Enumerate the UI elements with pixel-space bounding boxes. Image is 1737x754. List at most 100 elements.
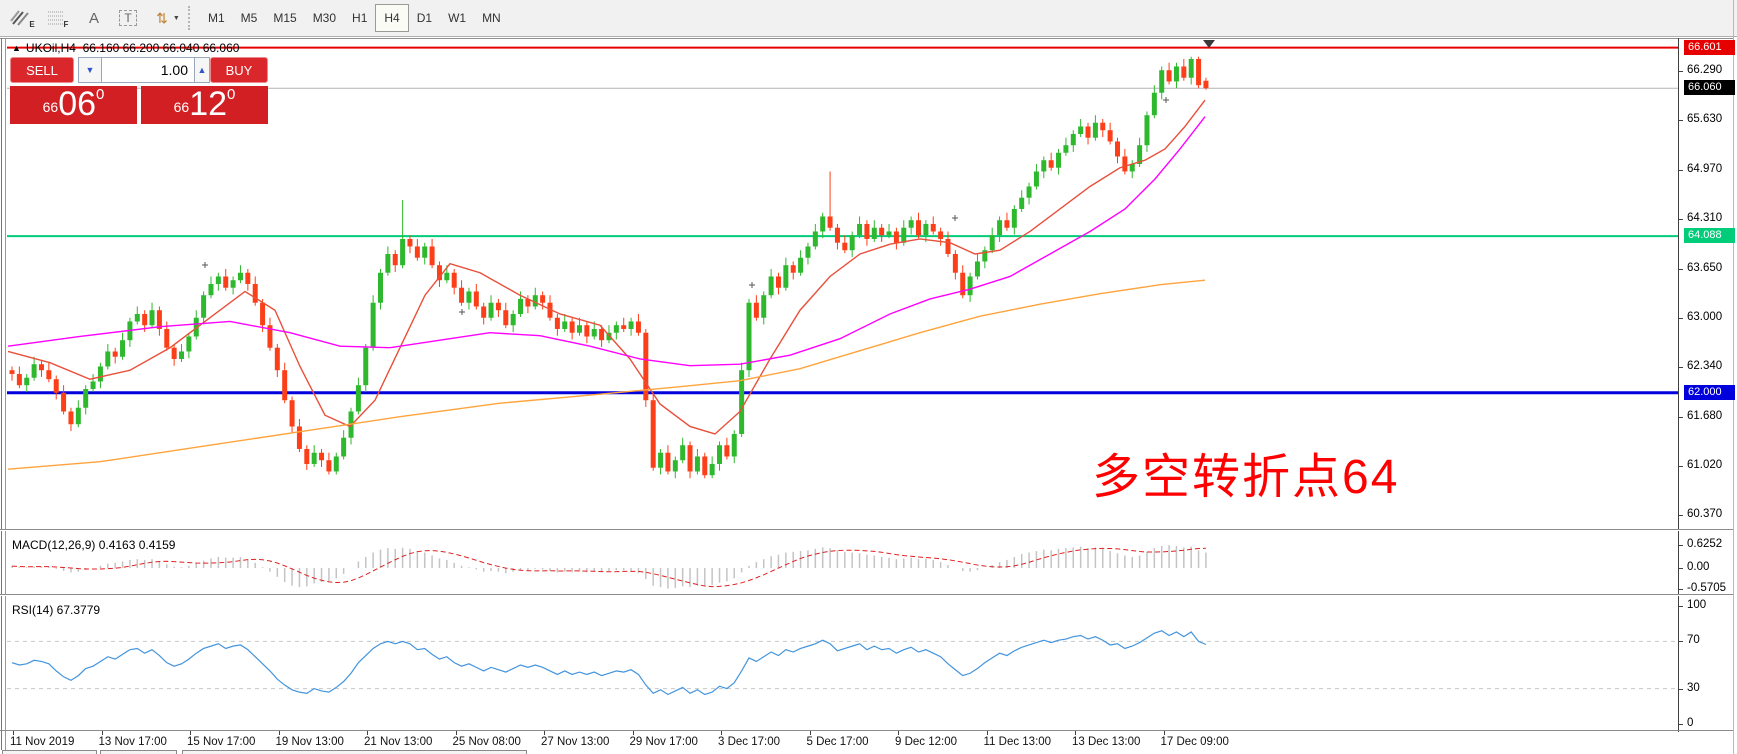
grid-icon-button[interactable]: F — [44, 5, 72, 31]
macd-panel-separator-light — [0, 530, 1733, 531]
timeframe-button-group: M1 M5 M15 M30 H1 H4 D1 W1 MN — [200, 4, 509, 32]
sell-price-prefix: 66 — [42, 99, 59, 115]
rsi-axis-tick — [1678, 724, 1683, 725]
chart-shift-marker-icon[interactable] — [1203, 40, 1215, 48]
ma-slow-line — [7, 279, 1206, 470]
time-axis-label: 11 Nov 2019 — [10, 736, 75, 748]
macd-plot-canvas — [11, 545, 1207, 589]
timeframe-button-h1[interactable]: H1 — [352, 11, 368, 25]
timeframe-button-h4[interactable]: H4 — [375, 4, 409, 32]
price-axis-tick — [1678, 416, 1683, 418]
rsi-label: RSI(14) 67.3779 — [12, 603, 101, 617]
text-box-tool-button[interactable]: T — [116, 5, 140, 31]
chart-annotation-text: 多空转折点64 — [1092, 451, 1400, 504]
rsi-panel-separator[interactable] — [0, 594, 1733, 595]
time-axis-tick — [898, 731, 899, 735]
price-axis-label: 66.290 — [1687, 63, 1723, 76]
rsi-axis-tick — [1678, 606, 1683, 607]
price-axis-label: 65.630 — [1687, 113, 1723, 126]
time-axis-label: 11 Dec 13:00 — [983, 736, 1052, 748]
volume-decrease-button[interactable]: ▼ — [78, 57, 102, 83]
window-left-border-outer — [1, 38, 2, 750]
time-axis-label: 21 Nov 13:00 — [364, 736, 433, 748]
volume-increase-button[interactable]: ▲ — [194, 57, 210, 83]
price-axis-label: 63.000 — [1687, 310, 1723, 323]
time-axis-tick — [190, 731, 191, 735]
crayon-style-icon[interactable]: E — [8, 5, 38, 31]
rsi-axis-label: 30 — [1687, 681, 1700, 694]
time-axis-tick — [986, 731, 988, 735]
time-axis-tick — [278, 731, 280, 735]
price-axis-label: 61.020 — [1687, 459, 1723, 472]
rsi-axis-label: 70 — [1687, 634, 1700, 647]
macd-panel-separator[interactable] — [0, 529, 1733, 530]
price-level-chip-64.088: 64.088 — [1684, 228, 1735, 244]
chart-title-row: ▲ UKOil,H4 66.160 66.200 66.040 66.060 — [12, 41, 239, 55]
sell-button[interactable]: SELL — [10, 57, 74, 83]
time-axis-tick — [544, 731, 545, 735]
rsi-panel-separator-light — [0, 595, 1733, 596]
symbol-expander-icon[interactable]: ▲ — [12, 43, 21, 53]
timeframe-button-m5[interactable]: M5 — [240, 11, 258, 25]
time-axis-tick — [367, 731, 368, 735]
rsi-panel[interactable] — [7, 598, 1678, 730]
down-arrow-icon: ▼ — [85, 65, 95, 75]
price-axis-tick — [1678, 514, 1683, 516]
main-price-chart[interactable] — [7, 40, 1678, 529]
cycle-symbols-button[interactable]: ⇅ ▼ — [150, 5, 186, 31]
toolbar-separator — [188, 6, 191, 30]
timeframe-button-mn[interactable]: MN — [482, 11, 501, 25]
grid-sub-f: F — [63, 19, 69, 29]
price-axis-tick — [1678, 317, 1683, 319]
rsi-plot-canvas — [7, 630, 1678, 696]
price-axis-tick — [1678, 268, 1683, 270]
time-axis-label: 9 Dec 12:00 — [895, 736, 958, 748]
price-level-chip-66.060: 66.060 — [1684, 80, 1735, 96]
timeframe-button-m15[interactable]: M15 — [273, 11, 297, 25]
price-axis-label: 61.680 — [1687, 409, 1723, 422]
buy-button[interactable]: BUY — [210, 57, 268, 83]
letter-t-icon: T — [119, 10, 137, 26]
buy-price-sup: 0 — [227, 86, 236, 103]
time-axis-tick — [1075, 731, 1076, 735]
price-axis-tick — [1678, 466, 1683, 468]
chart-top-border — [0, 38, 1733, 39]
timeframe-button-m30[interactable]: M30 — [312, 11, 337, 25]
sell-price-sup: 0 — [96, 86, 105, 103]
price-axis-tick — [1678, 120, 1683, 122]
ma-fast-line — [7, 99, 1206, 435]
rsi-axis-tick — [1678, 688, 1683, 690]
sell-price-big: 06 — [58, 85, 97, 123]
price-axis-tick — [1678, 169, 1683, 171]
buy-price-tile[interactable]: 66 12 0 — [141, 86, 268, 124]
sell-price-tile[interactable]: 66 06 0 — [10, 86, 137, 124]
rsi-axis-label: 0 — [1687, 717, 1694, 729]
volume-input[interactable] — [101, 57, 195, 83]
text-label-tool-button[interactable]: A — [82, 5, 106, 31]
crayon-icon — [10, 10, 30, 26]
toolbar: E F A T ⇅ ▼ M1 M5 M15 M30 H1 H4 D1 W1 MN — [0, 0, 1737, 37]
price-axis-label: 64.970 — [1687, 162, 1723, 175]
macd-axis-label: -0.5705 — [1687, 581, 1727, 594]
rsi-line — [11, 630, 1207, 696]
buy-price-big: 12 — [189, 85, 228, 123]
timeframe-button-m1[interactable]: M1 — [208, 11, 225, 25]
macd-signal-line — [11, 547, 1206, 588]
time-axis-tick — [809, 731, 811, 735]
macd-panel[interactable] — [7, 533, 1678, 592]
window-left-border-inner — [5, 38, 6, 750]
macd-axis-tick — [1678, 588, 1683, 590]
time-axis-tick — [101, 731, 103, 735]
time-axis-label: 19 Nov 13:00 — [275, 736, 344, 748]
timeframe-button-d1[interactable]: D1 — [416, 11, 433, 25]
time-axis-separator — [0, 730, 1733, 731]
macd-histogram — [11, 545, 1207, 589]
time-axis: 11 Nov 2019 13 Nov 17:00 15 Nov 17:00 19 No… — [0, 731, 1737, 754]
cycle-arrows-icon: ⇅ — [156, 9, 168, 26]
timeframe-button-w1[interactable]: W1 — [448, 11, 467, 25]
time-axis-tick — [455, 731, 457, 735]
chart-title: UKOil,H4 66.160 66.200 66.040 66.060 — [25, 41, 240, 55]
price-axis: 66.290 65.630 64.970 64.310 63.650 63.000 62.3… — [1678, 0, 1737, 530]
macd-label: MACD(12,26,9) 0.4163 0.4159 — [12, 538, 176, 552]
dropdown-caret-icon: ▼ — [172, 14, 180, 22]
